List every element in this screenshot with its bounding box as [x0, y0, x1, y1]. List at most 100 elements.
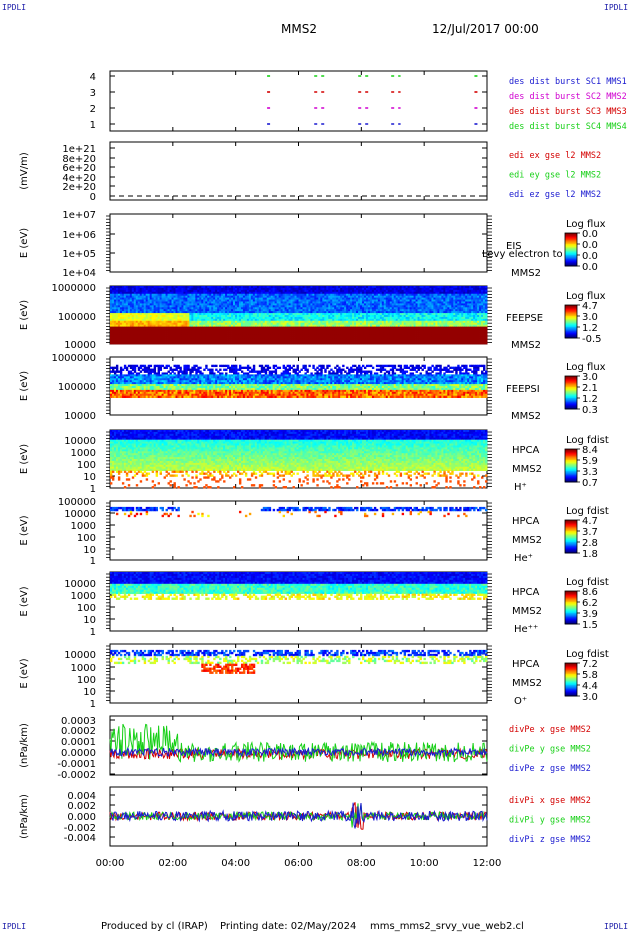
spacecraft-label: MMS2 [512, 535, 542, 546]
y-tick-label: 1 [90, 120, 96, 131]
y-tick-label: 0.0001 [61, 737, 96, 748]
y-tick-label: 1e+07 [62, 210, 96, 221]
date-title: 12/Jul/2017 00:00 [432, 22, 539, 36]
legend-entry: divPe x gse MMS2 [509, 725, 591, 735]
species-label: He⁺ [514, 553, 533, 564]
y-tick-label: -0.0001 [57, 759, 96, 770]
panel-frame [109, 141, 488, 201]
legend-entry: edi ez gse l2 MMS2 [509, 190, 601, 200]
colorbar-title: Log flux [566, 362, 606, 373]
colorbar-tick-label: 4.7 [582, 516, 598, 527]
instrument-label: FEEPSI [506, 384, 540, 395]
corner-label-bottom-left: IPDLI [2, 922, 26, 931]
y-tick-label: 1000 [71, 448, 96, 459]
y-tick-label: -0.004 [64, 833, 96, 844]
y-tick-label: -0.002 [64, 823, 96, 834]
y-tick-label: 10000 [64, 436, 96, 447]
y-tick-label: 1e+21 [62, 144, 96, 155]
colorbar-tick-label: 1.8 [582, 549, 598, 560]
y-tick-label: 10000 [64, 411, 96, 422]
colorbar-title: Log flux [566, 291, 606, 302]
colorbar-tick-label: 1.2 [582, 394, 598, 405]
y-tick-label: 0.002 [67, 801, 96, 812]
footer-file: mms_mms2_srvy_vue_web2.cl [370, 921, 524, 932]
colorbar [564, 590, 578, 625]
instrument-label: HPCA [512, 516, 540, 527]
legend-entry: des dist burst SC4 MMS4 [509, 122, 627, 132]
y-tick-label: 100000 [58, 497, 96, 508]
y-tick-label: 100 [77, 460, 96, 471]
colorbar-tick-label: 0.0 [582, 251, 598, 262]
y-tick-label: 6e+20 [62, 163, 96, 174]
y-axis-label: (mV/m) [19, 152, 30, 190]
colorbar-tick-label: 2.8 [582, 538, 598, 549]
y-axis-label: E (eV) [19, 371, 30, 401]
colorbar-title: Log fdist [566, 577, 609, 588]
spacecraft-label: MMS2 [512, 606, 542, 617]
footer-produced-by: Produced by cl (IRAP) [101, 921, 208, 932]
corner-label-top-left: IPDLI [2, 3, 26, 12]
y-tick-label: 10 [83, 615, 96, 626]
y-tick-label: 4e+20 [62, 173, 96, 184]
legend-entry: des dist burst SC1 MMS1 [509, 77, 627, 87]
corner-label-top-right: IPDLI [604, 3, 628, 12]
x-tick-label: 02:00 [158, 858, 187, 869]
y-tick-label: 0.000 [67, 812, 96, 823]
series-line [109, 746, 488, 758]
legend-entry: divPe z gse MMS2 [509, 764, 591, 774]
colorbar-tick-label: 3.7 [582, 527, 598, 538]
legend-entry: edi ex gse l2 MMS2 [509, 151, 601, 161]
x-tick-label: 00:00 [96, 858, 125, 869]
x-tick-label: 04:00 [221, 858, 250, 869]
colorbar-tick-label: 0.0 [582, 262, 598, 273]
colorbar-tick-label: 0.7 [582, 478, 598, 489]
y-tick-label: 1000000 [51, 353, 96, 364]
colorbar [564, 304, 578, 339]
footer-printing-date: Printing date: 02/May/2024 [220, 921, 356, 932]
y-tick-label: 2 [90, 104, 96, 115]
y-tick-label: 1 [90, 484, 96, 495]
y-tick-label: 10 [83, 472, 96, 483]
colorbar [564, 662, 578, 697]
y-tick-label: 0.0002 [61, 726, 96, 737]
panel-eis: 1e+07 1e+06 1e+05 1e+04 E (eV) EIS MMS2 Log flu… [19, 210, 606, 279]
y-tick-label: 1 [90, 556, 96, 567]
colorbar-tick-label: 0.3 [582, 405, 598, 416]
panel-frame [109, 70, 488, 132]
y-tick-label: 1 [90, 627, 96, 638]
spacecraft-label: MMS2 [511, 340, 541, 351]
colorbar-tick-label: 0.0 [582, 229, 598, 240]
colorbar-tick-label: 3.0 [582, 312, 598, 323]
legend-entry: divPi y gse MMS2 [509, 816, 591, 826]
colorbar-title: Log flux [566, 219, 606, 230]
species-label: He⁺⁺ [514, 624, 538, 635]
colorbar-tick-label: 1.2 [582, 323, 598, 334]
y-tick-label: -0.0002 [57, 770, 96, 781]
y-tick-label: 1e+04 [62, 268, 96, 279]
legend-entry: des dist burst SC3 MMS3 [509, 107, 627, 117]
y-tick-label: 4 [90, 72, 96, 83]
colorbar-tick-label: 1.5 [582, 620, 598, 631]
colorbar [564, 519, 578, 554]
spacecraft-label: MMS2 [512, 678, 542, 689]
colorbar-title: Log fdist [566, 435, 609, 446]
series-line [109, 802, 488, 829]
colorbar [564, 375, 578, 410]
instrument-label: HPCA [512, 587, 540, 598]
colorbar-tick-label: 5.8 [582, 670, 598, 681]
panel-burst: 4 3 2 1 des dist burst SC1 MMS1 des dist burs… [90, 70, 627, 132]
y-tick-label: 1000 [71, 521, 96, 532]
y-axis-label: E (eV) [19, 658, 30, 688]
y-tick-label: 0.0003 [61, 716, 96, 727]
y-tick-label: 0 [90, 192, 96, 203]
y-tick-label: 1000000 [51, 283, 96, 294]
legend-entry: divPi x gse MMS2 [509, 796, 591, 806]
colorbar-tick-label: 7.2 [582, 659, 598, 670]
x-tick-label: 12:00 [473, 858, 502, 869]
